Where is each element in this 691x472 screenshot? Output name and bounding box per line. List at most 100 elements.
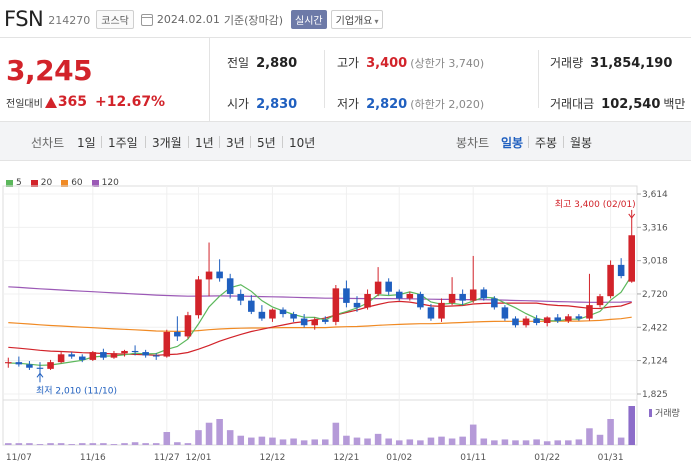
candle-body: [68, 354, 75, 357]
y-tick-label: 2,124: [642, 357, 668, 367]
volume-bar: [596, 434, 604, 445]
stock-header: FSN 214270 코스닥 2024.02.01 기준(장마감) 실시간 기업…: [0, 0, 691, 38]
volume-bar: [586, 428, 593, 445]
period-5y[interactable]: 5년: [257, 136, 276, 150]
legend-swatch: [30, 179, 38, 187]
volume-bar: [543, 441, 551, 445]
divider: [219, 136, 220, 148]
x-tick-label: 01/11: [460, 453, 486, 463]
chart-frame: [2, 185, 638, 446]
volume-bar: [100, 443, 107, 445]
stat-value: 2,880: [256, 56, 298, 71]
candle-body: [248, 300, 255, 312]
x-tick-label: 01/22: [534, 453, 560, 463]
legend-ma20[interactable]: 20: [30, 178, 52, 188]
volume-bar: [184, 443, 192, 445]
low-annotation: 최저 2,010 (11/10): [36, 385, 117, 396]
stat-label: 거래대금: [550, 97, 595, 111]
volume-bar: [512, 440, 519, 445]
period-1d[interactable]: 1일: [77, 136, 96, 150]
candle-body: [374, 281, 382, 294]
volume-bar: [459, 436, 466, 445]
price-change: 전일대비 365 +12.67%: [6, 94, 165, 110]
candle-body: [543, 317, 551, 324]
candle-body: [332, 288, 340, 322]
volume-bar: [57, 443, 65, 445]
period-3m[interactable]: 3개월: [152, 136, 182, 150]
market-badge: 코스닥: [96, 10, 134, 29]
candle-body: [364, 293, 371, 308]
period-3y[interactable]: 3년: [226, 136, 245, 150]
divider: [250, 136, 251, 148]
period-10y[interactable]: 10년: [289, 136, 316, 150]
company-info-dropdown[interactable]: 기업개요 ▾: [330, 10, 384, 29]
volume-bar: [269, 437, 276, 445]
volume-bar: [216, 419, 223, 445]
y-tick-label: 2,422: [642, 323, 668, 333]
candle-daily[interactable]: 일봉: [501, 136, 524, 150]
legend-ma5[interactable]: 5: [6, 178, 22, 188]
price-panel: 3,245 전일대비 365 +12.67%: [0, 38, 210, 121]
x-tick-label: 01/02: [386, 453, 412, 463]
high-arrow-head: [628, 213, 636, 219]
volume-bar: [258, 436, 266, 445]
volume-bar: [279, 439, 287, 445]
stat-label: 거래량: [550, 56, 584, 70]
volume-bar: [491, 440, 498, 445]
stat-value: 102,540: [601, 97, 661, 112]
volume-bar: [417, 440, 424, 445]
candle-body: [480, 289, 488, 299]
volume-bar: [533, 439, 540, 445]
candle-body: [512, 318, 519, 326]
line-chart-label: 선차트: [31, 136, 65, 150]
candle-body: [205, 271, 213, 280]
volume-bar: [174, 442, 181, 445]
candle-body: [311, 319, 318, 326]
volume-bar: [480, 438, 488, 445]
x-tick-label: 12/12: [259, 453, 285, 463]
candle-body: [628, 235, 635, 282]
stat-amount: 거래대금 102,540 백만: [550, 95, 685, 112]
divider: [528, 136, 529, 148]
candle-body: [142, 352, 149, 356]
period-1w[interactable]: 1주일: [108, 136, 138, 150]
candle-body: [47, 362, 54, 369]
stat-high: 고가 3,400 (상한가 3,740): [337, 54, 484, 71]
volume-bar: [575, 439, 583, 445]
candle-body: [385, 281, 392, 292]
legend-ma120[interactable]: 120: [91, 178, 119, 188]
candle-body: [152, 355, 160, 357]
stat-open: 시가 2,830: [227, 95, 297, 112]
divider: [282, 136, 283, 148]
volume-bar: [110, 444, 118, 445]
volume-bar: [617, 437, 625, 445]
volume-bar: [607, 419, 614, 445]
candle-body: [26, 364, 33, 368]
volume-bar: [364, 438, 371, 445]
volume-bar: [322, 439, 329, 445]
volume-bar: [195, 430, 202, 445]
candle-monthly[interactable]: 월봉: [570, 136, 593, 150]
candle-body: [184, 315, 192, 337]
candle-body: [226, 278, 234, 294]
realtime-button[interactable]: 실시간: [291, 10, 327, 29]
quote-date: 2024.02.01: [156, 13, 220, 26]
volume-bar: [142, 443, 149, 445]
candle-weekly[interactable]: 주봉: [535, 136, 558, 150]
high-annotation: 최고 3,400 (02/01): [555, 199, 636, 210]
volume-bar: [554, 440, 562, 445]
candle-body: [586, 305, 593, 319]
period-1y[interactable]: 1년: [195, 136, 214, 150]
volume-bar: [89, 443, 97, 445]
candle-body: [5, 362, 12, 364]
candle-body: [406, 293, 414, 299]
stat-prev-close: 전일 2,880: [227, 54, 297, 71]
volume-bar: [205, 422, 213, 445]
candle-body: [110, 353, 118, 358]
up-triangle-icon: [44, 96, 57, 108]
y-tick-label: 2,720: [642, 290, 668, 300]
candle-body: [617, 264, 625, 277]
volume-bar: [237, 435, 245, 445]
legend-ma60[interactable]: 60: [61, 178, 83, 188]
